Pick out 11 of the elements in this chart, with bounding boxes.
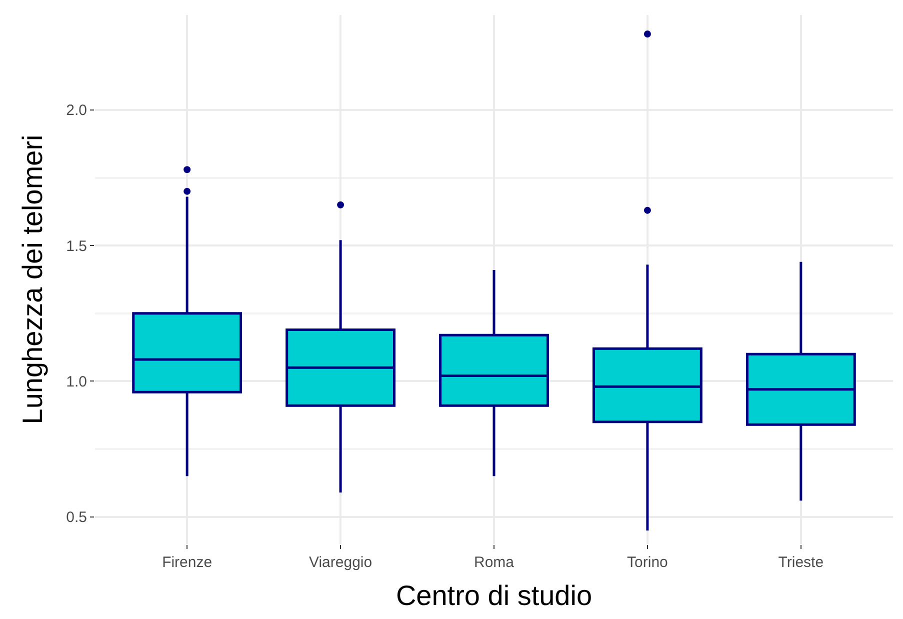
y-tick-label: 1.0 <box>66 373 87 390</box>
x-tick-label: Roma <box>474 554 515 571</box>
x-tick-label: Torino <box>627 554 668 571</box>
y-tick-label: 2.0 <box>66 102 87 120</box>
y-axis-title: Lunghezza dei telomeri <box>16 134 48 424</box>
x-tick-label: Firenze <box>162 554 212 571</box>
y-tick-label: 0.5 <box>66 509 87 526</box>
y-tick-label: 1.5 <box>66 238 87 255</box>
x-tick-label: Trieste <box>778 554 824 571</box>
x-tick-label: Viareggio <box>308 554 372 571</box>
x-axis-title: Centro di studio <box>396 580 592 612</box>
